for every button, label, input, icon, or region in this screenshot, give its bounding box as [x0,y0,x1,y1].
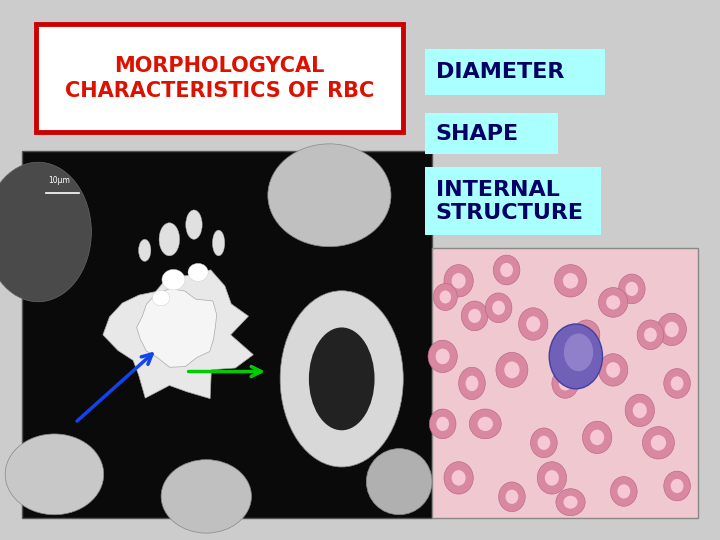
Ellipse shape [466,376,478,391]
Ellipse shape [444,265,473,297]
Ellipse shape [309,327,374,430]
Text: DIAMETER: DIAMETER [436,62,564,82]
Ellipse shape [552,368,579,399]
Ellipse shape [606,362,620,377]
Text: SHAPE: SHAPE [436,124,518,144]
Ellipse shape [556,489,585,516]
Ellipse shape [498,482,526,512]
Ellipse shape [469,409,501,438]
Ellipse shape [573,320,600,350]
Ellipse shape [0,162,91,302]
Ellipse shape [161,460,251,533]
FancyBboxPatch shape [425,167,601,235]
Ellipse shape [549,324,603,389]
FancyBboxPatch shape [432,248,698,518]
Ellipse shape [459,367,485,400]
Ellipse shape [186,210,202,239]
Ellipse shape [606,295,620,309]
Ellipse shape [580,328,593,342]
Ellipse shape [188,264,208,281]
Ellipse shape [493,255,520,285]
Ellipse shape [582,421,612,454]
Ellipse shape [485,293,512,322]
Ellipse shape [518,308,548,340]
Ellipse shape [598,287,628,317]
Text: MORPHOLOGYCAL
CHARACTERISTICS OF RBC: MORPHOLOGYCAL CHARACTERISTICS OF RBC [65,56,374,101]
Ellipse shape [644,328,657,342]
Ellipse shape [468,309,481,323]
Ellipse shape [436,349,450,364]
Ellipse shape [554,265,587,297]
Ellipse shape [436,417,449,431]
Polygon shape [137,288,217,367]
Polygon shape [103,270,253,399]
Ellipse shape [451,470,466,485]
Ellipse shape [429,409,456,438]
Ellipse shape [159,223,179,256]
Text: INTERNAL
STRUCTURE: INTERNAL STRUCTURE [436,179,584,223]
Ellipse shape [280,291,403,467]
Ellipse shape [590,430,604,445]
Text: 10μm: 10μm [48,177,70,185]
Ellipse shape [444,462,473,494]
Ellipse shape [162,269,185,290]
Ellipse shape [505,490,518,504]
Ellipse shape [504,361,520,379]
Ellipse shape [451,273,466,288]
Ellipse shape [212,230,225,256]
Ellipse shape [664,471,690,501]
Ellipse shape [433,284,457,310]
Ellipse shape [564,496,577,509]
Ellipse shape [559,376,572,390]
Ellipse shape [637,320,664,350]
Ellipse shape [537,462,567,494]
Ellipse shape [531,428,557,457]
Ellipse shape [618,274,645,303]
Ellipse shape [496,352,528,388]
Ellipse shape [625,394,654,427]
Ellipse shape [626,282,638,296]
Ellipse shape [665,322,679,337]
Ellipse shape [440,291,451,303]
Ellipse shape [671,479,683,493]
FancyBboxPatch shape [425,113,558,154]
Ellipse shape [268,144,391,247]
Ellipse shape [138,239,151,261]
Ellipse shape [462,301,488,330]
Ellipse shape [633,403,647,418]
FancyBboxPatch shape [425,49,605,94]
Ellipse shape [671,376,683,390]
Ellipse shape [366,449,432,515]
Ellipse shape [598,354,628,386]
FancyBboxPatch shape [22,151,432,518]
Ellipse shape [651,435,666,450]
FancyBboxPatch shape [36,24,403,132]
Ellipse shape [642,427,675,459]
Ellipse shape [618,484,630,498]
Ellipse shape [492,301,505,315]
Ellipse shape [5,434,104,515]
Ellipse shape [500,263,513,277]
Ellipse shape [153,291,170,306]
Ellipse shape [526,316,540,332]
Ellipse shape [545,470,559,485]
Ellipse shape [563,273,578,288]
Ellipse shape [477,417,493,431]
Ellipse shape [564,333,593,372]
Ellipse shape [657,313,686,346]
Ellipse shape [611,476,637,507]
Ellipse shape [428,340,457,373]
Ellipse shape [538,436,550,450]
Ellipse shape [664,368,690,399]
